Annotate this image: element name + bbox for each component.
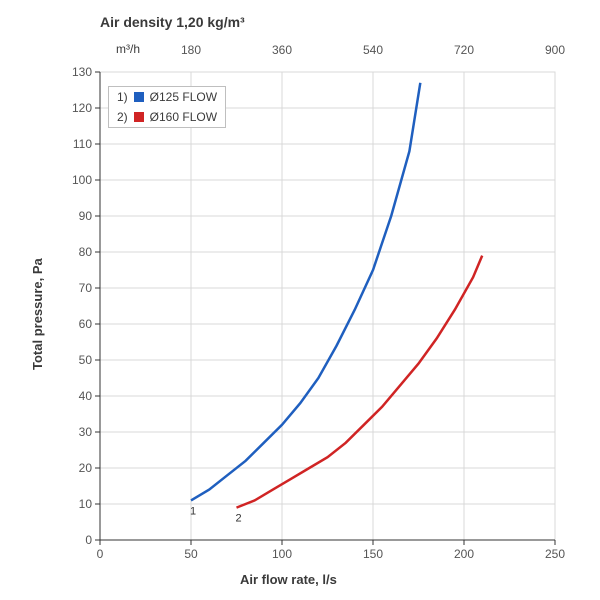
y-tick-label: 60 (79, 317, 93, 331)
x-tick-label: 50 (184, 547, 198, 561)
y-tick-label: 80 (79, 245, 93, 259)
y-tick-label: 70 (79, 281, 93, 295)
top-tick-label: 180 (181, 43, 201, 57)
series-1 (191, 83, 420, 501)
chart-title: Air density 1,20 kg/m³ (100, 14, 245, 30)
y-tick-label: 40 (79, 389, 93, 403)
x-tick-label: 150 (363, 547, 383, 561)
y-tick-label: 110 (73, 137, 92, 151)
x-tick-label: 250 (545, 547, 565, 561)
legend-swatch (134, 92, 144, 102)
chart-legend: 1) Ø125 FLOW 2) Ø160 FLOW (108, 86, 226, 128)
y-tick-label: 30 (79, 425, 93, 439)
legend-label: Ø125 FLOW (150, 90, 217, 104)
x-tick-label: 100 (272, 547, 292, 561)
y-axis-title: Total pressure, Pa (30, 258, 45, 370)
legend-item: 2) Ø160 FLOW (109, 107, 225, 127)
y-tick-label: 50 (79, 353, 93, 367)
legend-prefix: 1) (117, 90, 128, 104)
legend-item: 1) Ø125 FLOW (109, 87, 225, 107)
y-tick-label: 0 (85, 533, 92, 547)
top-tick-label: 360 (272, 43, 292, 57)
y-tick-label: 120 (72, 101, 92, 115)
x-tick-label: 0 (97, 547, 104, 561)
top-tick-label: 900 (545, 43, 565, 57)
series-start-label: 1 (190, 505, 196, 517)
pressure-flow-chart: 0 10 20 30 40 50 60 70 80 90 100 110 120 130 0 50 100 150… (0, 0, 600, 600)
series-start-label: 2 (235, 513, 241, 525)
y-tick-label: 90 (79, 209, 93, 223)
legend-prefix: 2) (117, 110, 128, 124)
y-tick-label: 130 (72, 65, 92, 79)
y-tick-label: 10 (79, 497, 93, 511)
series-2 (237, 256, 483, 508)
top-tick-label: 720 (454, 43, 474, 57)
y-tick-label: 100 (72, 173, 92, 187)
x-tick-label: 200 (454, 547, 474, 561)
y-tick-label: 20 (79, 461, 93, 475)
legend-label: Ø160 FLOW (150, 110, 217, 124)
top-axis-unit: m³/h (116, 42, 140, 56)
legend-swatch (134, 112, 144, 122)
plot-border (100, 72, 555, 540)
x-axis-title: Air flow rate, l/s (240, 572, 337, 587)
top-tick-label: 540 (363, 43, 383, 57)
